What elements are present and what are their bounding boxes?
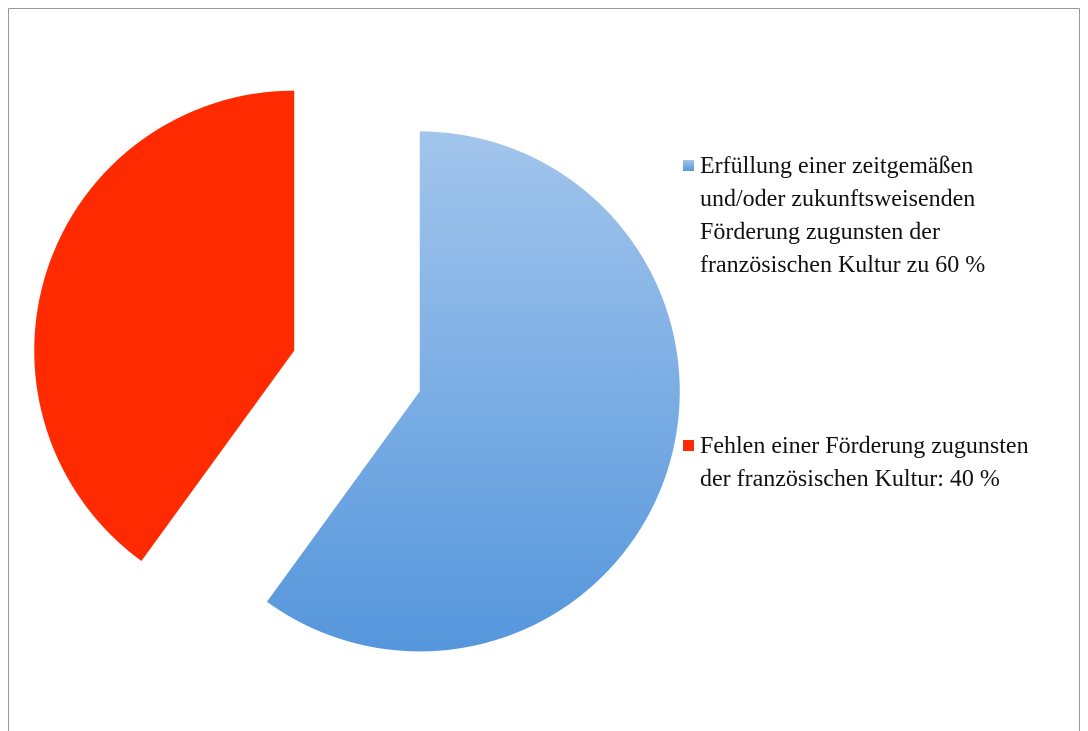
pie-slice — [266, 131, 680, 652]
legend-item: Fehlen einer Förderung zugunsten der fra… — [683, 430, 1040, 496]
legend-swatch — [683, 160, 694, 171]
legend-label: Fehlen einer Förderung zugunsten der fra… — [700, 433, 1029, 492]
pie-slice — [34, 90, 295, 561]
legend-label: Erfüllung einer zeitgemäßen und/oder zuk… — [700, 153, 986, 278]
legend-swatch — [683, 440, 694, 451]
legend-item: Erfüllung einer zeitgemäßen und/oder zuk… — [683, 150, 1040, 282]
